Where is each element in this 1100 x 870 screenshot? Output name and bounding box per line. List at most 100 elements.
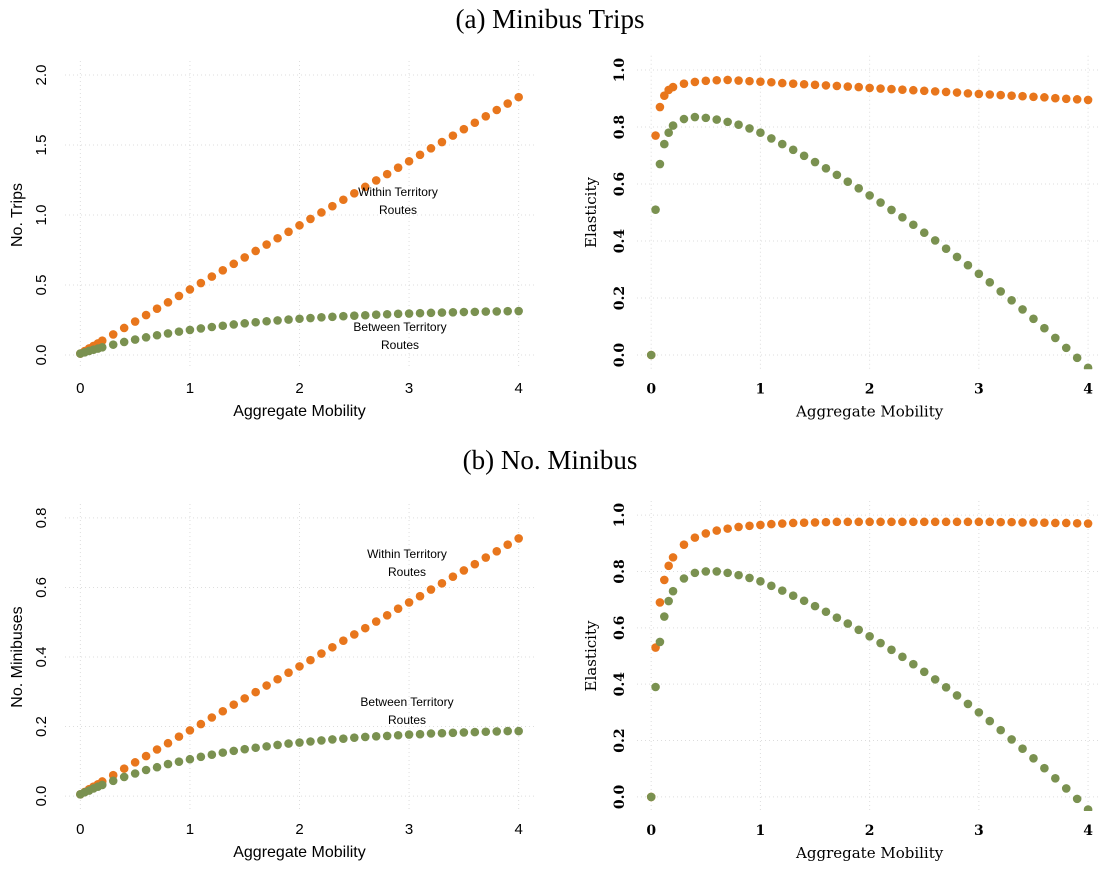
point bbox=[404, 156, 414, 166]
point bbox=[262, 742, 271, 751]
point bbox=[963, 699, 973, 709]
point bbox=[393, 163, 403, 172]
point bbox=[767, 134, 776, 143]
point bbox=[141, 310, 151, 320]
point bbox=[262, 681, 271, 690]
point bbox=[1040, 763, 1049, 773]
point bbox=[295, 662, 304, 671]
point bbox=[295, 221, 304, 230]
point bbox=[229, 700, 239, 709]
point bbox=[328, 642, 337, 652]
y-tick-label: 0.2 bbox=[612, 728, 628, 752]
y-axis-label: Elasticity bbox=[582, 177, 600, 248]
point bbox=[284, 668, 293, 677]
point bbox=[909, 220, 918, 230]
point bbox=[887, 84, 896, 94]
point bbox=[218, 266, 228, 275]
point bbox=[130, 317, 140, 326]
x-tick-label: 2 bbox=[295, 821, 303, 838]
point bbox=[448, 728, 458, 738]
point bbox=[448, 572, 458, 581]
point bbox=[349, 733, 359, 742]
point bbox=[952, 88, 962, 97]
y-tick-label: 0.5 bbox=[33, 275, 50, 296]
point bbox=[843, 517, 853, 527]
point bbox=[996, 517, 1006, 527]
point bbox=[865, 83, 874, 93]
point bbox=[415, 150, 425, 160]
point bbox=[655, 637, 665, 647]
point bbox=[646, 350, 656, 360]
point bbox=[229, 746, 239, 756]
point bbox=[952, 691, 962, 700]
point bbox=[1061, 518, 1071, 528]
point bbox=[767, 519, 776, 529]
x-tick-label: 4 bbox=[1083, 823, 1093, 839]
point bbox=[152, 330, 162, 340]
y-axis-label: No. Minibuses bbox=[9, 606, 26, 707]
point bbox=[974, 269, 984, 279]
point bbox=[503, 726, 513, 736]
point bbox=[470, 727, 480, 737]
point bbox=[119, 764, 129, 773]
point bbox=[317, 736, 326, 745]
point bbox=[756, 77, 765, 86]
point bbox=[1007, 735, 1016, 744]
point bbox=[470, 559, 480, 569]
x-axis-label: Aggregate Mobility bbox=[233, 844, 366, 861]
point bbox=[799, 151, 809, 161]
point bbox=[448, 131, 458, 140]
point bbox=[664, 561, 673, 571]
point bbox=[360, 623, 370, 633]
point bbox=[1061, 784, 1071, 793]
point bbox=[382, 610, 392, 620]
point bbox=[492, 307, 502, 316]
point bbox=[97, 343, 107, 352]
point bbox=[141, 765, 151, 775]
point bbox=[930, 675, 940, 684]
point bbox=[1083, 805, 1093, 811]
point bbox=[723, 568, 732, 578]
point bbox=[174, 291, 184, 301]
point bbox=[185, 754, 195, 764]
point bbox=[799, 518, 809, 527]
point bbox=[426, 729, 436, 738]
x-tick-label: 0 bbox=[76, 821, 84, 838]
point bbox=[130, 758, 140, 767]
x-tick-label: 4 bbox=[514, 821, 522, 838]
point bbox=[843, 82, 853, 91]
point bbox=[963, 89, 973, 98]
plot-area bbox=[76, 92, 523, 358]
point bbox=[701, 113, 711, 123]
point bbox=[481, 112, 491, 121]
point bbox=[382, 731, 392, 741]
point bbox=[382, 309, 392, 319]
point bbox=[821, 517, 831, 527]
point bbox=[909, 85, 918, 95]
point bbox=[130, 335, 140, 344]
point bbox=[821, 164, 831, 173]
point bbox=[295, 314, 304, 324]
point bbox=[930, 236, 940, 245]
point bbox=[317, 208, 326, 217]
point bbox=[1007, 517, 1016, 527]
x-tick-label: 3 bbox=[405, 380, 413, 397]
point bbox=[745, 76, 754, 86]
point bbox=[185, 285, 195, 294]
point bbox=[788, 518, 798, 528]
point bbox=[174, 757, 184, 766]
point bbox=[306, 655, 315, 665]
point bbox=[349, 311, 359, 320]
point bbox=[941, 682, 951, 692]
y-tick-label: 0.6 bbox=[612, 172, 628, 196]
point bbox=[985, 90, 995, 99]
point bbox=[328, 312, 337, 322]
point bbox=[393, 730, 403, 740]
point bbox=[985, 517, 995, 527]
y-tick-label: 0.0 bbox=[612, 343, 628, 368]
point bbox=[240, 253, 250, 262]
point bbox=[832, 81, 842, 91]
point bbox=[712, 526, 722, 535]
point bbox=[339, 195, 348, 205]
